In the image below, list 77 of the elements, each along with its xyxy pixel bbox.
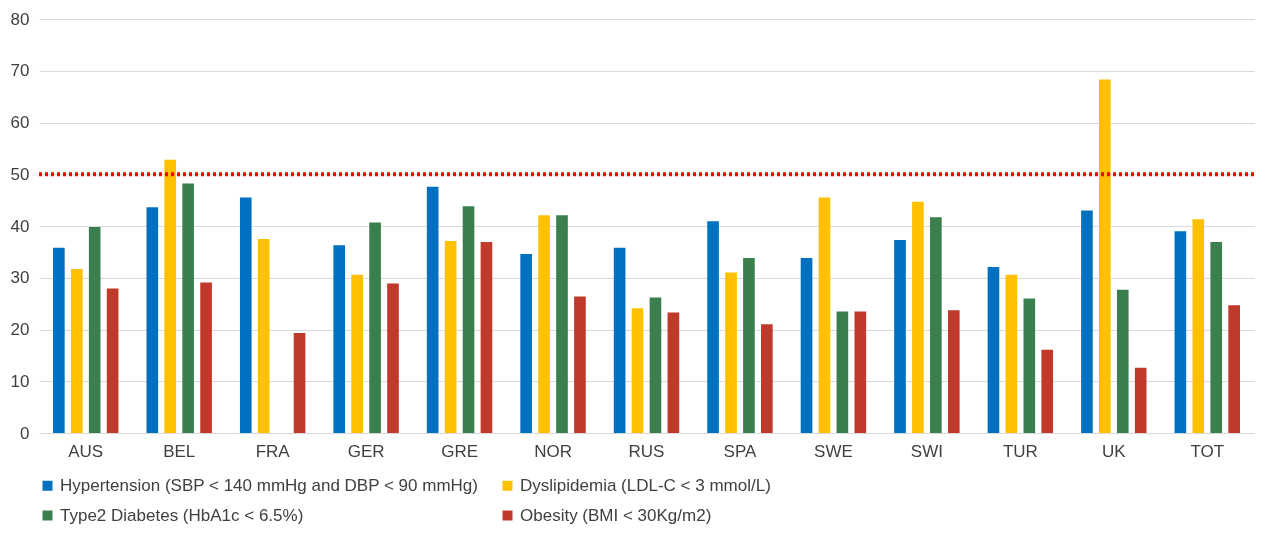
bar	[987, 266, 1000, 433]
bar	[1099, 79, 1111, 433]
bar	[426, 186, 439, 433]
bar	[912, 201, 924, 433]
x-tick-label: UK	[1102, 441, 1127, 461]
bar	[743, 258, 755, 433]
x-tick-label: NOR	[534, 441, 572, 461]
bar	[257, 238, 270, 433]
bar	[538, 215, 550, 433]
x-tick-label: TUR	[1002, 441, 1038, 461]
bar	[106, 288, 119, 433]
bar	[818, 197, 831, 433]
bar	[894, 239, 906, 433]
x-tick-label: SPA	[723, 441, 757, 461]
y-tick-label: 80	[10, 9, 30, 29]
x-tick-label: RUS	[628, 441, 665, 461]
bar	[200, 282, 212, 433]
y-tick-label: 30	[10, 268, 30, 288]
x-tick-label: BEL	[163, 441, 196, 461]
bar	[1041, 349, 1054, 433]
legend-label: Obesity (BMI < 30Kg/m2)	[520, 505, 712, 525]
legend-label: Type2 Diabetes (HbA1c < 6.5%)	[60, 505, 304, 525]
x-tick-label: FRA	[255, 441, 291, 461]
y-tick-label: 0	[20, 423, 30, 443]
bar	[520, 253, 532, 433]
bar	[1134, 367, 1147, 433]
x-tick-label: GER	[347, 441, 385, 461]
bar	[1228, 305, 1240, 433]
bar	[182, 183, 194, 433]
x-tick-label: SWE	[814, 441, 853, 461]
y-tick-label: 20	[10, 320, 30, 339]
bar	[556, 215, 568, 433]
bar	[574, 296, 586, 433]
bar	[836, 311, 849, 433]
bar	[387, 283, 399, 433]
bar	[293, 333, 306, 433]
bar	[444, 241, 457, 433]
bar	[1081, 210, 1093, 433]
bar	[725, 272, 737, 433]
y-tick-label: 40	[10, 216, 30, 236]
bar	[351, 274, 363, 433]
bar	[480, 242, 493, 433]
bar	[239, 197, 252, 433]
bar	[631, 308, 644, 433]
bar	[800, 258, 813, 433]
bar	[1210, 242, 1223, 433]
bar	[369, 222, 381, 433]
bar	[947, 310, 960, 433]
x-tick-label: TOT	[1190, 441, 1225, 461]
bar	[1023, 298, 1036, 433]
bar	[1174, 231, 1187, 433]
bar	[70, 268, 83, 433]
bar	[1192, 219, 1205, 433]
y-tick-label: 70	[10, 61, 30, 81]
bar	[164, 159, 177, 433]
bar	[146, 207, 159, 433]
bar	[333, 245, 346, 433]
y-tick-label: 50	[10, 164, 30, 184]
bar	[930, 217, 942, 433]
bar	[53, 247, 65, 433]
bar	[613, 247, 626, 433]
bar	[854, 311, 867, 433]
y-tick-label: 10	[10, 371, 30, 391]
bar	[1116, 289, 1129, 433]
bar	[1005, 274, 1018, 433]
x-tick-label: GRE	[441, 441, 478, 461]
bar	[462, 206, 475, 433]
bar	[761, 324, 773, 433]
y-tick-label: 60	[10, 113, 30, 132]
legend-label: Hypertension (SBP < 140 mmHg and DBP < 90 mmHg)	[60, 475, 478, 495]
legend-label: Dyslipidemia (LDL-C < 3 mmol/L)	[520, 475, 771, 495]
bar	[649, 297, 662, 433]
x-tick-label: AUS	[68, 441, 104, 461]
bar	[667, 312, 680, 433]
x-tick-label: SWI	[910, 441, 943, 461]
bar	[707, 221, 719, 433]
bar	[88, 227, 101, 433]
